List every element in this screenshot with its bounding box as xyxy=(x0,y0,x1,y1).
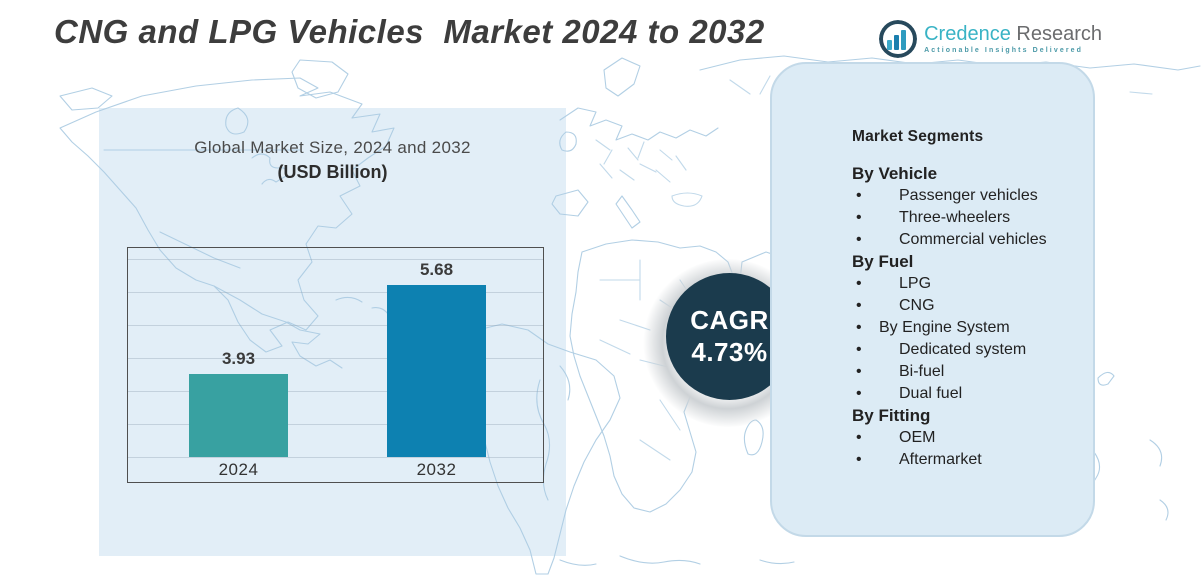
chart-title: Global Market Size, 2024 and 2032 (USD B… xyxy=(99,138,566,183)
map-east-islands xyxy=(1090,371,1169,521)
chart-title-line2: (USD Billion) xyxy=(277,162,388,182)
segment-item: By Engine System xyxy=(852,317,1075,339)
map-europe-borders xyxy=(595,139,703,207)
brand-name-primary: Credence xyxy=(924,23,1011,45)
cagr-value: 4.73% xyxy=(691,336,768,367)
logo-bars xyxy=(887,30,907,50)
map-europe-coast xyxy=(559,107,719,141)
page-title: CNG and LPG Vehicles Market 2024 to 2032 xyxy=(54,13,765,50)
segment-item: Three-wheelers xyxy=(852,207,1075,229)
x-axis-label-2024: 2024 xyxy=(218,460,259,479)
segment-heading: By Fuel xyxy=(852,252,914,271)
segment-heading: By Vehicle xyxy=(852,164,938,183)
bar-chart: 3.93 5.68 2024 2032 xyxy=(127,247,544,483)
bar-column-2032: 5.68 xyxy=(387,248,486,457)
chart-title-line1: Global Market Size, 2024 and 2032 xyxy=(194,138,471,157)
brand-name-secondary: Research xyxy=(1016,23,1102,45)
map-scandinavia xyxy=(603,57,641,97)
market-segments-panel: Market Segments By Vehicle Passenger veh… xyxy=(770,62,1095,537)
x-axis-label-2032: 2032 xyxy=(416,460,457,479)
map-madagascar xyxy=(743,419,764,456)
segment-item: OEM xyxy=(852,427,1075,449)
bar-value-2024: 3.93 xyxy=(221,349,256,368)
segment-item: Bi-fuel xyxy=(852,361,1075,383)
brand-tagline: Actionable Insights Delivered xyxy=(924,47,1084,54)
map-bottom-fragments xyxy=(559,555,795,566)
bar-value-2032: 5.68 xyxy=(419,260,454,279)
segment-item: Passenger vehicles xyxy=(852,185,1075,207)
brand-name: Credence Research xyxy=(924,24,1102,44)
segment-item: LPG xyxy=(852,273,1075,295)
segment-item: Aftermarket xyxy=(852,449,1075,471)
segment-item: CNG xyxy=(852,295,1075,317)
segments-title: Market Segments xyxy=(852,128,984,145)
segment-group-fitting: By Fitting OEM Aftermarket xyxy=(852,405,1075,471)
segment-group-fuel: By Fuel LPG CNG By Engine System Dedicat… xyxy=(852,251,1075,405)
market-size-panel: Global Market Size, 2024 and 2032 (USD B… xyxy=(99,108,566,556)
bar-column-2024: 3.93 xyxy=(189,248,288,457)
segment-group-vehicle: By Vehicle Passenger vehicles Three-whee… xyxy=(852,163,1075,251)
cagr-label: CAGR xyxy=(690,305,769,336)
segment-item: Dual fuel xyxy=(852,383,1075,405)
map-italy xyxy=(615,195,641,229)
segment-item: Dedicated system xyxy=(852,339,1075,361)
brand-logo[interactable]: Credence Research Actionable Insights De… xyxy=(879,20,1102,58)
bar-2032 xyxy=(387,285,486,457)
map-alaska xyxy=(59,87,113,111)
segment-heading: By Fitting xyxy=(852,406,931,425)
segment-item: Commercial vehicles xyxy=(852,229,1075,251)
map-greenland xyxy=(291,59,349,99)
bar-2024 xyxy=(189,374,288,457)
bar-chart-bubble-icon xyxy=(879,20,918,58)
